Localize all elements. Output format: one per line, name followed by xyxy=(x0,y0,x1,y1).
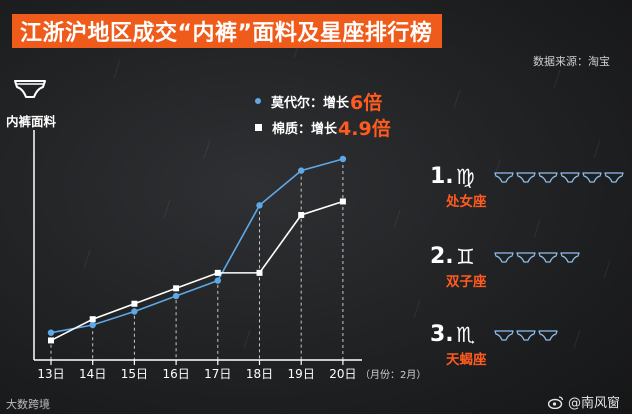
underwear-icon-row xyxy=(494,329,558,341)
data-source: 数据来源：淘宝 xyxy=(533,55,610,68)
weibo-icon xyxy=(547,395,564,409)
series-line-modal xyxy=(50,158,344,334)
underwear-icon xyxy=(560,251,580,263)
x-tick-label: 19日 xyxy=(288,367,315,381)
scorpio-icon: ♏ xyxy=(456,322,475,347)
legend-growth-value: 4.9倍 xyxy=(338,117,391,140)
underwear-icon xyxy=(494,329,514,341)
data-point-modal xyxy=(89,321,96,329)
data-point-modal xyxy=(47,329,55,336)
x-axis-unit: （月份：2月） xyxy=(360,369,426,381)
x-tick-label: 13日 xyxy=(37,367,64,381)
data-point-cotton xyxy=(298,211,305,218)
underwear-icon xyxy=(494,171,514,183)
series-line-cotton xyxy=(50,200,344,342)
underwear-icon xyxy=(560,171,580,183)
x-tick-label: 15日 xyxy=(121,367,148,381)
watermark-logo-text: 大数跨境 xyxy=(6,398,50,411)
ranking-item-2: 2. ♊ 双子座 xyxy=(430,244,580,290)
data-point-cotton xyxy=(48,337,54,344)
legend-separator: ： xyxy=(298,121,312,137)
underwear-icon xyxy=(604,171,624,183)
weibo-watermark: @南风窗 xyxy=(547,392,620,411)
data-point-modal xyxy=(131,308,138,315)
zodiac-name: 天蝎座 xyxy=(446,352,487,368)
y-axis-label: 内裤面料 xyxy=(6,114,57,129)
underwear-icon xyxy=(14,80,46,98)
legend-item-cotton: 棉质：增长 4.9倍 xyxy=(255,114,391,140)
underwear-icon xyxy=(538,251,558,263)
x-tick-label: 17日 xyxy=(204,367,231,381)
data-point-cotton xyxy=(89,316,96,323)
x-tick-label: 16日 xyxy=(162,367,189,381)
underwear-icon-row xyxy=(494,171,624,183)
legend-name: 莫代尔 xyxy=(271,95,311,111)
legend-growth-value: 6倍 xyxy=(350,91,383,114)
gemini-icon: ♊ xyxy=(456,244,475,269)
rank-number: 2. xyxy=(430,244,454,269)
underwear-icon-row xyxy=(494,251,580,263)
title-banner: 江浙沪地区成交“内裤”面料及星座排行榜 xyxy=(12,14,443,48)
data-point-cotton xyxy=(256,269,263,276)
legend-growth-label: 增长 xyxy=(323,95,350,111)
data-point-modal xyxy=(214,277,221,284)
underwear-icon xyxy=(582,171,602,183)
page-title: 江浙沪地区成交“内裤”面料及星座排行榜 xyxy=(20,21,433,46)
underwear-icon xyxy=(538,171,558,183)
data-point-cotton xyxy=(131,300,138,307)
data-point-cotton xyxy=(339,198,346,205)
rank-number: 3. xyxy=(430,322,454,347)
data-point-cotton xyxy=(173,285,180,292)
legend-separator: ： xyxy=(310,95,324,111)
zodiac-name: 处女座 xyxy=(446,194,487,210)
rank-number: 1. xyxy=(430,164,454,189)
zodiac-name: 双子座 xyxy=(446,274,487,290)
underwear-icon xyxy=(494,251,514,263)
data-point-modal xyxy=(339,155,347,163)
legend-marker-square xyxy=(255,123,262,131)
ranking-item-3: 3. ♏ 天蝎座 xyxy=(430,322,558,368)
underwear-icon xyxy=(516,329,536,341)
data-point-modal xyxy=(256,202,263,209)
data-point-cotton xyxy=(214,269,221,276)
underwear-icon xyxy=(516,251,536,263)
legend-marker-dot xyxy=(255,98,261,104)
ranking-item-1: 1. ♍ 处女座 xyxy=(430,164,624,210)
virgo-icon: ♍ xyxy=(456,164,475,189)
underwear-icon xyxy=(516,171,536,183)
legend: 莫代尔：增长 6倍 棉质：增长 4.9倍 xyxy=(255,88,391,140)
x-tick-label: 14日 xyxy=(79,367,106,381)
legend-item-modal: 莫代尔：增长 6倍 xyxy=(255,88,391,114)
x-tick-label: 20日 xyxy=(329,367,356,381)
data-point-modal xyxy=(298,167,305,174)
x-tick-label: 18日 xyxy=(246,367,273,381)
underwear-icon xyxy=(538,329,558,341)
legend-growth-label: 增长 xyxy=(311,121,338,137)
weibo-account: @南风窗 xyxy=(567,396,620,411)
data-point-modal xyxy=(172,292,180,300)
legend-name: 棉质 xyxy=(272,121,299,137)
